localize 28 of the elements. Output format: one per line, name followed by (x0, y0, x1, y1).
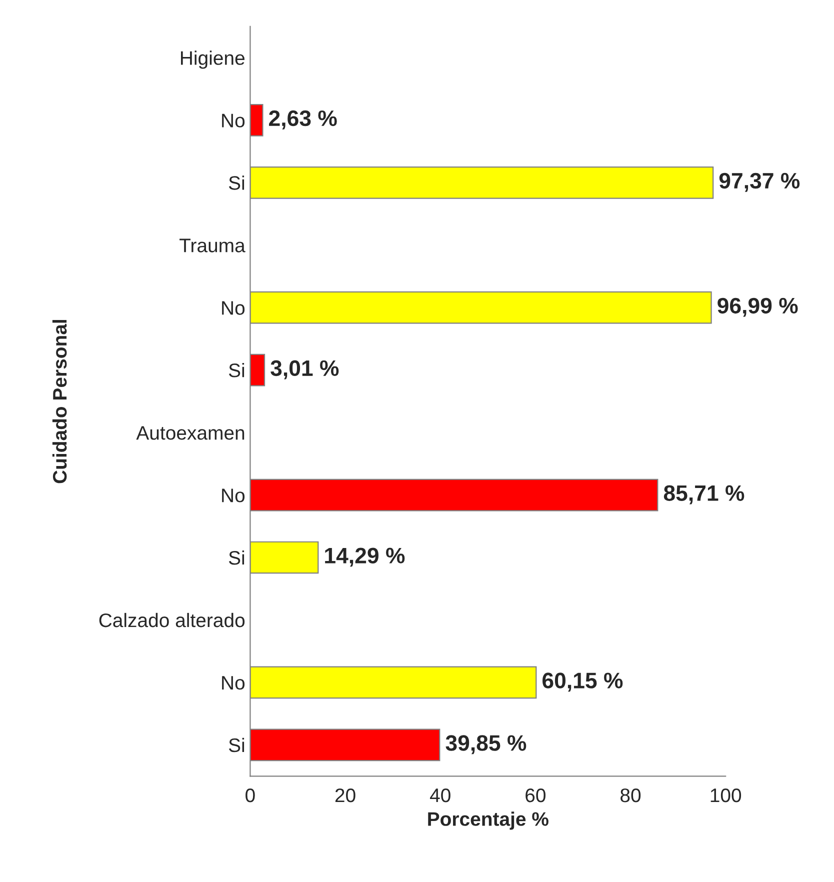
x-tick-label: 0 (246, 788, 255, 802)
x-tick-label: 40 (430, 788, 450, 802)
y-tick-label: No (222, 676, 245, 690)
x-axis-title: Porcentaje % (428, 812, 548, 830)
data-label: 14,29 % (325, 548, 405, 567)
data-label: 96,99 % (718, 298, 798, 317)
y-tick-label: No (222, 114, 245, 128)
y-tick-label: Si (228, 550, 244, 565)
y-tick-label: Si (228, 176, 244, 190)
data-label: 60,15 % (542, 672, 623, 692)
data-label: 39,85 % (446, 735, 526, 754)
y-axis-title: Cuidado Personal (52, 320, 67, 484)
y-tick-label: Trauma (180, 238, 246, 252)
x-tick-label: 60 (526, 788, 546, 802)
y-tick-label: Calzado alterado (99, 612, 245, 628)
y-tick-label: Si (228, 738, 244, 752)
data-label: 3,01 % (270, 360, 339, 380)
y-tick-label: Si (228, 363, 244, 378)
y-tick-label: No (222, 301, 245, 315)
data-label: 85,71 % (664, 485, 744, 504)
y-tick-label: No (222, 488, 245, 502)
x-tick-label: 100 (710, 788, 742, 802)
y-tick-label: Higiene (181, 50, 244, 69)
data-label: 2,63 % (269, 110, 337, 130)
y-tick-label: Autoexamen (136, 426, 244, 440)
x-tick-label: 20 (335, 788, 356, 802)
data-label: 97,37 % (719, 172, 800, 192)
x-tick-label: 80 (620, 788, 641, 802)
